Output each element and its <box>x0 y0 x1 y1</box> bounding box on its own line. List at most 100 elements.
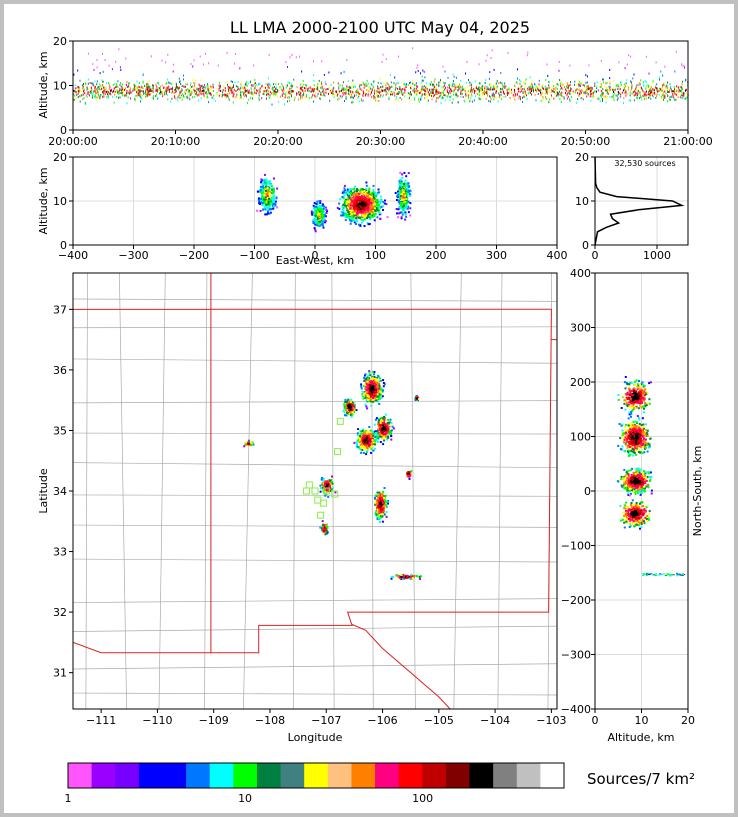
source-point <box>322 87 324 90</box>
source-point <box>305 87 307 90</box>
source-point <box>314 92 316 95</box>
source-point <box>200 97 202 100</box>
source-point <box>345 411 347 414</box>
source-point <box>405 86 407 88</box>
source-point <box>601 96 603 99</box>
source-point <box>366 407 369 410</box>
source-point <box>355 206 358 209</box>
source-point <box>672 90 674 92</box>
source-point <box>579 90 581 93</box>
source-point <box>529 76 531 79</box>
source-point <box>590 95 592 98</box>
source-point <box>495 96 497 99</box>
source-point <box>636 96 638 99</box>
source-point <box>86 92 88 95</box>
source-point <box>432 95 434 98</box>
source-point <box>589 88 591 91</box>
source-point <box>378 100 380 102</box>
source-point <box>580 91 582 94</box>
source-point <box>147 92 149 95</box>
source-point <box>502 84 503 87</box>
source-point <box>366 397 369 399</box>
source-point <box>82 98 84 101</box>
source-point <box>536 90 538 93</box>
source-point <box>433 88 435 91</box>
source-point <box>264 189 267 192</box>
source-point <box>388 98 390 100</box>
source-point <box>449 99 451 102</box>
source-point <box>405 194 408 197</box>
source-point <box>82 87 84 90</box>
source-point <box>222 89 224 92</box>
source-point <box>211 87 212 90</box>
source-point <box>199 55 201 58</box>
source-point <box>350 407 353 410</box>
source-point <box>569 64 571 67</box>
source-point <box>534 88 536 91</box>
county-line <box>73 358 557 364</box>
source-point <box>266 212 269 215</box>
source-point <box>243 95 245 98</box>
source-point <box>507 94 508 96</box>
source-point <box>310 212 313 215</box>
source-point <box>267 83 269 86</box>
source-point <box>342 81 344 84</box>
source-point <box>273 91 275 94</box>
source-point <box>345 409 348 412</box>
source-point <box>372 386 374 389</box>
source-point <box>280 88 282 91</box>
source-point <box>374 418 377 421</box>
source-point <box>163 87 164 89</box>
source-point <box>216 93 218 96</box>
source-point <box>364 91 366 94</box>
source-point <box>281 84 283 87</box>
source-point <box>455 84 457 87</box>
source-point <box>643 95 645 98</box>
source-point <box>403 198 406 201</box>
source-point <box>380 200 382 202</box>
source-point <box>120 85 122 87</box>
source-point <box>119 66 121 69</box>
source-point <box>267 182 270 185</box>
source-point <box>94 86 96 89</box>
source-point <box>603 96 605 99</box>
source-point <box>267 206 270 209</box>
source-point <box>195 92 197 95</box>
source-point <box>150 88 152 91</box>
source-point <box>95 92 97 95</box>
source-point <box>112 95 114 98</box>
source-point <box>677 86 679 88</box>
source-point <box>374 379 377 382</box>
source-point <box>365 92 367 95</box>
source-point <box>486 90 488 93</box>
source-point <box>219 86 221 89</box>
source-point <box>339 95 341 98</box>
source-point <box>377 85 379 88</box>
source-point <box>208 92 210 95</box>
source-point <box>403 83 405 86</box>
source-point <box>435 87 437 90</box>
source-point <box>287 96 289 99</box>
source-point <box>470 84 472 87</box>
source-point <box>301 88 303 91</box>
source-point <box>671 95 673 98</box>
source-point <box>325 88 327 91</box>
source-point <box>262 181 265 184</box>
source-point <box>115 86 117 89</box>
source-point <box>351 209 354 212</box>
source-point <box>368 86 370 88</box>
source-point <box>129 89 131 92</box>
source-point <box>268 197 270 200</box>
source-point <box>366 205 369 208</box>
source-point <box>186 95 188 98</box>
source-point <box>104 59 106 61</box>
source-point <box>247 91 249 94</box>
source-point <box>264 191 266 194</box>
source-point <box>448 84 450 86</box>
source-point <box>386 432 389 435</box>
source-point <box>193 90 195 93</box>
source-point <box>367 191 370 194</box>
source-point <box>460 90 462 93</box>
source-point <box>121 92 123 95</box>
source-point <box>109 91 111 94</box>
